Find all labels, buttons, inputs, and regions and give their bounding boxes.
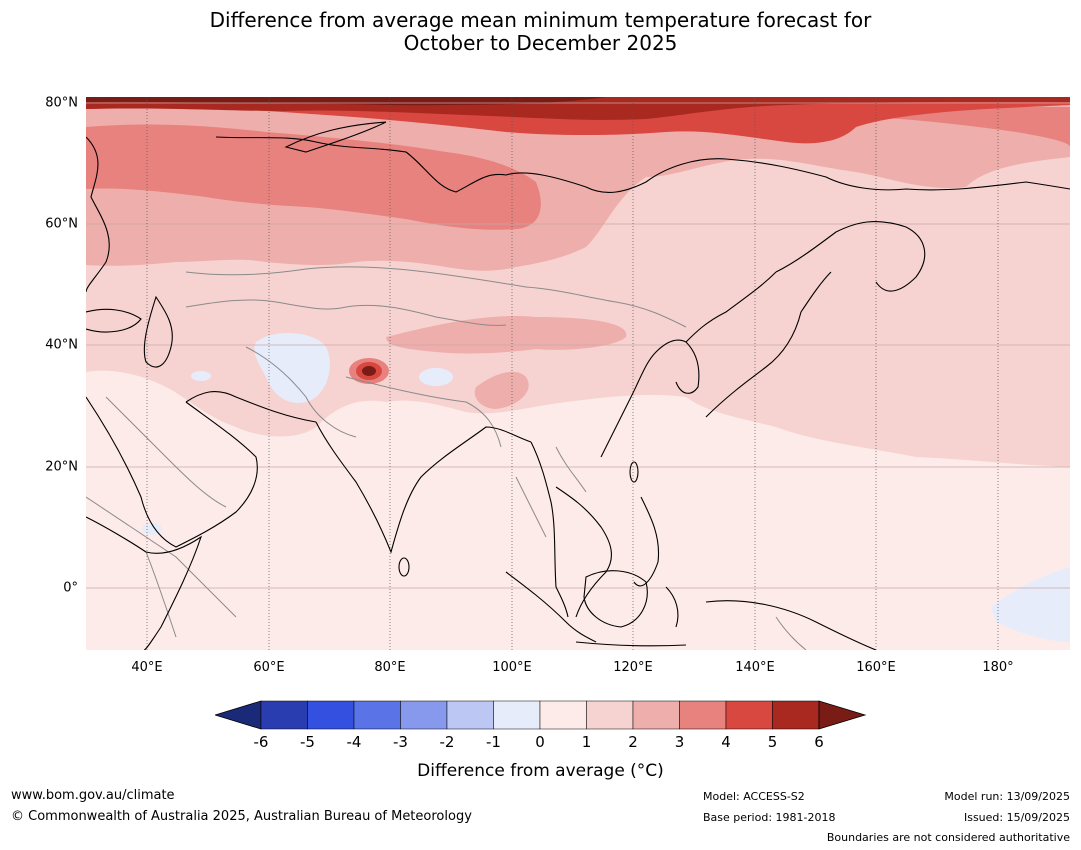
colorbar-tick-label: -5 (300, 733, 315, 751)
longitude-gridlines (146, 97, 999, 650)
colorbar-extend-high (818, 700, 867, 730)
colorbar-segment (539, 700, 587, 730)
title-line-1: Difference from average mean minimum tem… (209, 8, 872, 32)
latitude-gridlines (86, 102, 1070, 589)
colorbar-tick-label: -6 (253, 733, 269, 751)
colorbar-tick-label: -4 (346, 733, 362, 751)
lon-label-180: 180° (982, 660, 1014, 675)
colorbar-tick-label: -1 (486, 733, 501, 751)
colorbar-segment (400, 700, 448, 730)
colorbar-tick-label: 0 (535, 733, 545, 751)
title-line-2: October to December 2025 (403, 31, 678, 55)
colorbar-tick-label: 3 (674, 733, 685, 751)
hotspot-inner (362, 366, 376, 376)
copyright-text: © Commonwealth of Australia 2025, Austra… (11, 809, 472, 824)
colorbar-segment (632, 700, 680, 730)
lat-label-60n: 60°N (45, 216, 78, 232)
colorbar-tick-label: 2 (628, 733, 638, 751)
colorbar-segment (725, 700, 773, 730)
forecast-map (86, 97, 1070, 650)
colorbar-segment (307, 700, 355, 730)
colorbar-tick-label: -2 (439, 733, 455, 751)
anomaly-fill-neg1-0-afghanistan (254, 332, 330, 403)
map-title: Difference from average mean minimum tem… (0, 9, 1081, 55)
colorbar-segment (353, 700, 401, 730)
anomaly-fill-3-4 (86, 124, 541, 230)
lat-label-0: 0° (63, 580, 78, 596)
lon-label-80e: 80°E (374, 660, 406, 675)
colorbar-segment (260, 700, 308, 730)
colorbar-label: Difference from average (°C) (417, 761, 664, 781)
colorbar-segment (493, 700, 541, 730)
lon-label-120e: 120°E (613, 660, 653, 675)
website-link[interactable]: www.bom.gov.au/climate (11, 788, 175, 803)
boundaries-disclaimer: Boundaries are not considered authoritat… (826, 831, 1070, 844)
anomaly-fill-3-4-east (686, 107, 1070, 147)
lat-label-80n: 80°N (45, 95, 78, 111)
lon-label-60e: 60°E (253, 660, 285, 675)
colorbar-tick-label: 5 (767, 733, 778, 751)
lat-label-20n: 20°N (45, 459, 78, 475)
colorbar-segment (586, 700, 634, 730)
colorbar-tick-label: 4 (721, 733, 731, 751)
colorbar-tick-label: 1 (581, 733, 592, 751)
lon-label-140e: 140°E (735, 660, 775, 675)
lon-label-100e: 100°E (492, 660, 532, 675)
model-run-date: Model run: 13/09/2025 (944, 790, 1070, 803)
colorbar-tick-label: 6 (814, 733, 824, 751)
model-name: Model: ACCESS-S2 (703, 790, 805, 803)
base-period: Base period: 1981-2018 (703, 811, 836, 824)
colorbar-segment (679, 700, 727, 730)
anomaly-fill-neg1-0-pacific (991, 567, 1070, 642)
lon-label-40e: 40°E (131, 660, 163, 675)
colorbar-segment (446, 700, 494, 730)
anomaly-fill-2-3-central (386, 316, 627, 354)
anomaly-fill-neg1-0-caspian (191, 371, 211, 381)
anomaly-fill-2-3-tibet (474, 371, 529, 409)
lon-label-160e: 160°E (856, 660, 896, 675)
colorbar-tick-label: -3 (393, 733, 408, 751)
country-borders (86, 266, 807, 650)
colorbar-extend-low (213, 700, 262, 730)
issued-date: Issued: 15/09/2025 (963, 811, 1070, 824)
coastlines (86, 121, 1070, 650)
colorbar-segment (772, 700, 820, 730)
lat-label-40n: 40°N (45, 337, 78, 353)
colorbar (213, 700, 867, 736)
anomaly-fill-neg1-0-tibet (419, 368, 453, 386)
